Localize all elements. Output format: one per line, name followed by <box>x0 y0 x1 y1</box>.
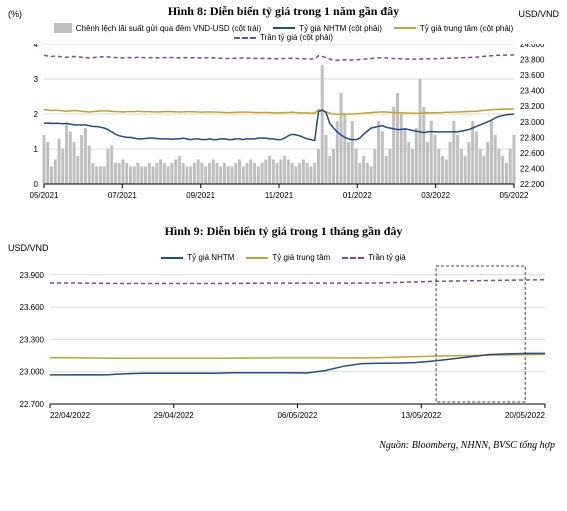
chart1-axis-right-label: USD/VND <box>518 9 559 19</box>
legend-swatch <box>54 23 72 33</box>
legend-label: Tỷ giá trung tâm (cột phải) <box>420 24 513 33</box>
svg-text:24.000: 24.000 <box>520 44 545 49</box>
legend-swatch <box>394 27 416 29</box>
svg-text:06/05/2022: 06/05/2022 <box>277 411 318 420</box>
svg-text:13/05/2022: 13/05/2022 <box>401 411 442 420</box>
legend-label: Tỷ giá NHTM <box>187 253 234 262</box>
svg-text:23.300: 23.300 <box>20 335 45 344</box>
chart2-axis-left-label: USD/VND <box>8 243 559 253</box>
svg-text:05/2021: 05/2021 <box>30 191 59 200</box>
svg-text:23.800: 23.800 <box>520 56 545 65</box>
legend-item-nhtm: Tỷ giá NHTM <box>161 253 234 262</box>
svg-text:20/05/2022: 20/05/2022 <box>505 411 546 420</box>
legend-item-trungtam: Tỷ giá trung tâm <box>246 253 330 262</box>
chart1-title: Hình 8: Diễn biến tỷ giá trong 1 năm gần… <box>8 4 559 19</box>
svg-text:23.000: 23.000 <box>520 118 545 127</box>
svg-text:29/04/2022: 29/04/2022 <box>154 411 195 420</box>
legend-swatch <box>273 27 295 29</box>
legend-item-nhtm: Tỷ giá NHTM (cột phải) <box>273 24 382 33</box>
svg-text:22.200: 22.200 <box>520 180 545 189</box>
legend-label: Tỷ giá trung tâm <box>272 253 330 262</box>
legend-item-spread: Chênh lệch lãi suất gửi qua đêm VND-USD … <box>54 23 261 33</box>
legend-label: Tỷ giá NHTM (cột phải) <box>299 24 382 33</box>
svg-text:3: 3 <box>34 75 39 84</box>
svg-text:23.600: 23.600 <box>520 71 545 80</box>
chart2-wrap: USD/VND Tỷ giá NHTM Tỷ giá trung tâm Trần … <box>8 243 559 434</box>
svg-text:23.200: 23.200 <box>520 102 545 111</box>
svg-text:01/2022: 01/2022 <box>343 191 372 200</box>
svg-text:07/2021: 07/2021 <box>108 191 137 200</box>
legend-swatch <box>161 257 183 259</box>
legend-swatch <box>234 37 256 39</box>
svg-text:22.400: 22.400 <box>520 164 545 173</box>
svg-text:23.000: 23.000 <box>20 368 45 377</box>
svg-text:23.600: 23.600 <box>20 303 45 312</box>
chart2-legend: Tỷ giá NHTM Tỷ giá trung tâm Trần tỷ giá <box>8 253 559 262</box>
svg-text:11/2021: 11/2021 <box>265 191 294 200</box>
svg-text:22.700: 22.700 <box>20 400 45 409</box>
legend-item-tran: Trần tỷ giá (cột phải) <box>234 33 333 42</box>
legend-label: Chênh lệch lãi suất gửi qua đêm VND-USD … <box>76 24 261 33</box>
svg-text:0: 0 <box>34 180 39 189</box>
svg-text:23.400: 23.400 <box>520 87 545 96</box>
chart1-legend: Chênh lệch lãi suất gửi qua đêm VND-USD … <box>8 23 559 42</box>
svg-text:03/2022: 03/2022 <box>421 191 450 200</box>
source-text: Nguồn: Bloomberg, NHNN, BVSC tổng hợp <box>8 440 559 451</box>
legend-item-trungtam: Tỷ giá trung tâm (cột phải) <box>394 24 513 33</box>
legend-item-tran: Trần tỷ giá <box>342 253 406 262</box>
svg-text:22.600: 22.600 <box>520 149 545 158</box>
svg-text:05/2022: 05/2022 <box>500 191 529 200</box>
svg-text:4: 4 <box>34 44 39 49</box>
legend-swatch <box>246 257 268 259</box>
svg-text:1: 1 <box>34 145 39 154</box>
svg-text:09/2021: 09/2021 <box>186 191 215 200</box>
legend-swatch <box>342 257 364 259</box>
chart1-axis-left-label: (%) <box>8 9 22 19</box>
chart1-svg: 0 1 2 3 4 22.200 22.400 22.600 22.800 23.000 23.20… <box>8 44 559 209</box>
svg-text:23.900: 23.900 <box>20 271 45 280</box>
chart2-svg: 23.000 23.300 23.600 23.900 22.700 22/04/2022… <box>8 264 559 429</box>
svg-text:22/04/2022: 22/04/2022 <box>50 411 91 420</box>
chart1-wrap: (%) USD/VND Chênh lệch lãi suất gửi qua … <box>8 23 559 214</box>
chart2-title: Hình 9: Diễn biến tỷ giá trong 1 tháng g… <box>8 224 559 239</box>
legend-label: Trần tỷ giá <box>368 253 406 262</box>
svg-text:22.800: 22.800 <box>520 133 545 142</box>
legend-label: Trần tỷ giá (cột phải) <box>260 33 333 42</box>
svg-text:2: 2 <box>34 110 39 119</box>
charts-container: Hình 8: Diễn biến tỷ giá trong 1 năm gần… <box>0 0 567 455</box>
